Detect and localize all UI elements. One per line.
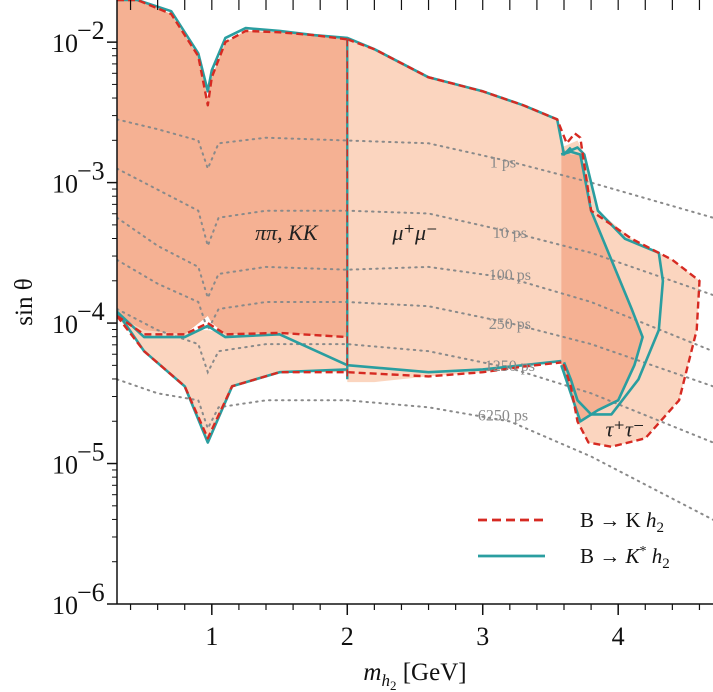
k-boundary-2 xyxy=(117,315,562,440)
lifetime-label: 250 ps xyxy=(489,316,531,333)
y-tick-exponent: −2 xyxy=(77,16,105,45)
legend: B → K h2 B → K* h2 xyxy=(478,508,670,572)
lifetime-label: 6250 ps xyxy=(478,407,528,424)
legend-label: B → K* h2 xyxy=(580,544,670,572)
lifetime-label: 100 ps xyxy=(489,267,531,284)
lifetime-contour-100ps xyxy=(117,216,713,353)
x-axis-title: mh2 [GeV] xyxy=(363,659,466,692)
k-boundary-1 xyxy=(346,38,701,448)
region-label: μ⁺μ⁻ xyxy=(391,220,437,245)
lifetime-contour-1250ps xyxy=(117,308,713,444)
y-tick-exponent: −6 xyxy=(77,578,105,607)
k-boundary-0 xyxy=(117,0,348,107)
y-tick-label: 10 xyxy=(52,29,78,58)
y-axis-title: sin θ xyxy=(11,278,38,325)
kstar-boundary-4 xyxy=(117,310,562,374)
y-tick-exponent: −4 xyxy=(77,297,105,326)
y-tick-label: 10 xyxy=(52,451,78,480)
y-tick-label: 10 xyxy=(52,591,78,620)
y-tick-exponent: −3 xyxy=(77,157,105,186)
annotation-labels: 1 ps 10 ps 100 ps 250 ps 1250 ps 6250 ps ππ, K… xyxy=(255,155,644,442)
lifetime-label: 1 ps xyxy=(490,155,516,172)
kstar-boundary-2 xyxy=(560,146,665,416)
kstar-boundary-1 xyxy=(560,150,644,423)
region-label: τ⁺τ⁻ xyxy=(605,416,644,441)
lifetime-contour-1ps xyxy=(117,118,713,219)
region-muon xyxy=(347,39,562,383)
x-tick-label: 2 xyxy=(341,622,354,651)
region-label: ππ, KK xyxy=(255,220,319,245)
lifetime-label: 1250 ps xyxy=(485,358,535,375)
legend-label: B → K h2 xyxy=(580,508,664,536)
x-tick-label: 1 xyxy=(205,622,218,651)
region-hadron-light xyxy=(117,316,348,439)
region-hadron-dark xyxy=(117,0,348,338)
lifetime-contours xyxy=(117,118,713,521)
region-tau-dark xyxy=(561,147,643,422)
y-tick-label: 10 xyxy=(52,310,78,339)
region-fills xyxy=(117,0,700,447)
y-tick-exponent: −5 xyxy=(77,438,105,467)
x-tick-label: 3 xyxy=(476,622,489,651)
y-tick-label: 10 xyxy=(52,170,78,199)
lifetime-label: 10 ps xyxy=(493,225,527,242)
x-tick-label: 4 xyxy=(612,622,625,651)
exclusion-boundaries xyxy=(117,0,701,448)
